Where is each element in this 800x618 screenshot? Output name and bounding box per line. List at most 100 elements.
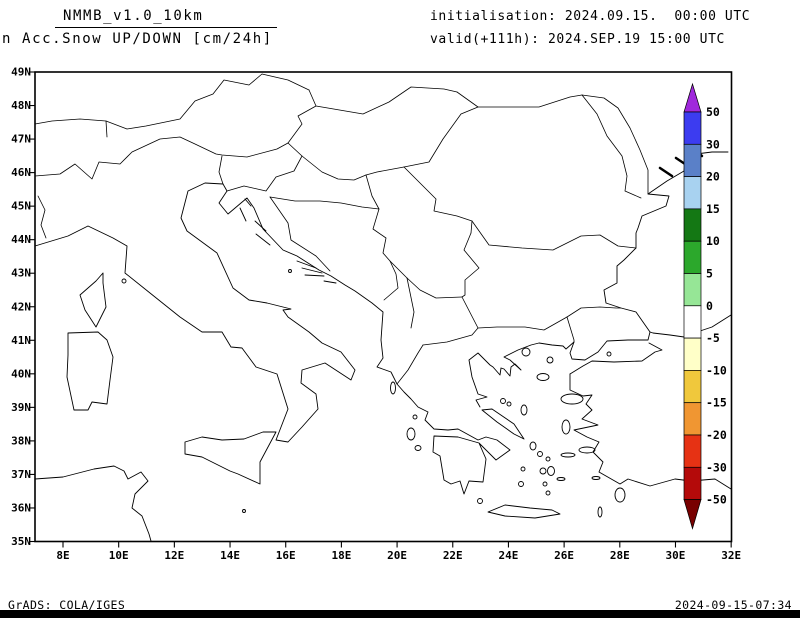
island-vis (288, 269, 292, 273)
island-kos (591, 476, 601, 480)
lat-tick-label: 46N (11, 166, 31, 179)
border-france-italy (37, 195, 47, 239)
colorbar-label: -30 (706, 460, 727, 474)
lat-tick-label: 48N (11, 99, 31, 112)
island-skyros (520, 404, 528, 416)
dalmatian-island (255, 233, 271, 246)
border-bulgaria-turkey (566, 306, 622, 318)
lon-tick-label: 26E (554, 549, 574, 562)
coastline-corsica (79, 272, 107, 328)
colorbar-label: 50 (706, 105, 720, 119)
lon-tick-label: 24E (499, 549, 519, 562)
border-serbia-romania (403, 166, 473, 234)
lat-tick-label: 43N (11, 267, 31, 280)
colorbar-segment (683, 176, 702, 210)
colorbar-segment (683, 240, 702, 274)
island-malta (242, 509, 246, 513)
coastline-italy-adriatic-greece (34, 182, 511, 495)
island-santorini (545, 490, 551, 496)
lon-tick-label: 10E (109, 549, 129, 562)
lon-tick-label: 22E (443, 549, 463, 562)
island-kefalonia (406, 427, 416, 441)
island-naxos (547, 466, 555, 476)
coastline-tunisia (34, 465, 152, 542)
dalmatian-island (296, 260, 317, 269)
colorbar-segment (683, 370, 702, 404)
island-rhodes (614, 487, 626, 503)
lon-tick-label: 12E (164, 549, 184, 562)
border-swiss-austria (105, 120, 108, 138)
coastline-turkey-aegean (569, 373, 732, 490)
colorbar-label: 10 (706, 234, 720, 248)
border-austria-hungary (287, 89, 317, 144)
lon-tick-label: 30E (666, 549, 686, 562)
border-greece-turkey (566, 316, 575, 343)
colorbar-arrow-down (683, 499, 702, 530)
coastline-sicily (184, 431, 277, 485)
coastline-crete (487, 504, 561, 519)
lon-tick-label: 16E (276, 549, 296, 562)
lon-tick-label: 20E (387, 549, 407, 562)
island-samothrace (546, 356, 554, 364)
border-bosnia-croatia-north (269, 196, 380, 210)
lat-tick-label: 39N (11, 401, 31, 414)
colorbar-segment (683, 434, 702, 468)
title-underline (55, 27, 277, 28)
island-chios (561, 419, 571, 435)
lat-tick-label: 36N (11, 501, 31, 514)
border-montenegro-albania (383, 260, 399, 301)
island-marmara (606, 351, 612, 357)
island-serifos (520, 466, 526, 472)
island-thasos (521, 347, 531, 357)
border-prut-moldova (581, 94, 642, 199)
border-macedonia-bulgaria (461, 296, 479, 329)
island-lesbos (560, 393, 584, 405)
bottom-bar (0, 610, 800, 618)
border-slovenia-italy (218, 155, 224, 185)
grads-credit: GrADS: COLA/IGES (8, 598, 126, 612)
dalmatian-island (304, 274, 325, 277)
coastline-marmara-south (569, 342, 663, 375)
colorbar-segment (683, 305, 702, 339)
island-kythira (477, 498, 483, 504)
colorbar-segment (683, 143, 702, 177)
dalmatian-island (301, 267, 323, 274)
field-title: n Acc.Snow UP/DOWN [cm/24h] (2, 31, 273, 47)
lon-tick-label: 32E (721, 549, 741, 562)
island-amorgos (556, 477, 566, 481)
border-dniester-ukraine (581, 94, 649, 195)
colorbar-label: -5 (706, 331, 720, 345)
colorbar-label: 0 (706, 299, 713, 313)
island-milos (518, 481, 524, 487)
lat-tick-label: 47N (11, 133, 31, 146)
colorbar-segment (683, 208, 702, 242)
island-sporades (500, 398, 506, 404)
axis-ticks: 49N 48N 47N 46N 45N 44N 43N 42N 41N 40N 39N 38N 37N 3… (11, 66, 741, 563)
island-elba (121, 278, 127, 284)
lat-tick-label: 49N (11, 66, 31, 79)
lat-tick-label: 41N (11, 334, 31, 347)
island-zakynthos (414, 445, 422, 451)
border-drava (301, 155, 367, 181)
dalmatian-island (254, 220, 267, 232)
island-ikaria (560, 452, 576, 458)
dalmatian-island (244, 198, 252, 207)
lat-tick-label: 37N (11, 468, 31, 481)
border-slovakia-hungary (315, 86, 458, 115)
dalmatian-island (239, 207, 247, 222)
estuary-mark (658, 166, 674, 178)
border-macedonia-serbia (406, 277, 463, 299)
border-greece-bulgaria (477, 316, 568, 331)
lon-tick-label: 14E (220, 549, 240, 562)
lat-tick-label: 45N (11, 200, 31, 213)
island-karpathos (597, 506, 603, 518)
island-samos (578, 446, 596, 454)
map-frame (34, 71, 733, 543)
colorbar-label: -15 (706, 396, 727, 410)
island-lemnos (536, 373, 550, 381)
colorbar-arrow-up (683, 82, 702, 113)
coastline-marmara-north (569, 331, 651, 361)
colorbar-label: 20 (706, 170, 720, 184)
